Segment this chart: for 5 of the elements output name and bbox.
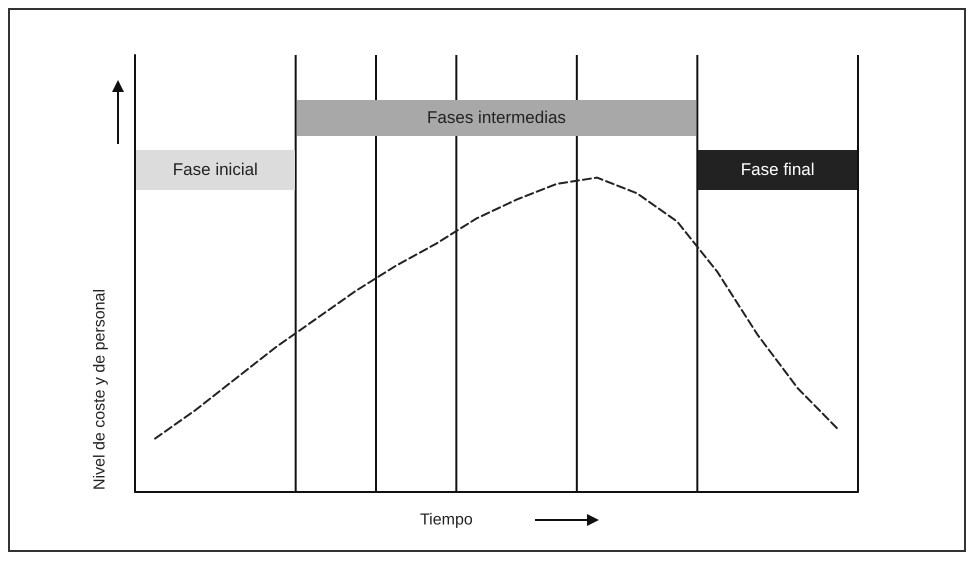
phase-label: Fase inicial — [136, 150, 295, 190]
phase-label: Fases intermedias — [296, 100, 696, 136]
phase-label: Fase final — [698, 150, 857, 190]
y-axis-title: Nivel de coste y de personal — [92, 289, 108, 490]
x-axis-title: Tiempo — [420, 512, 473, 528]
